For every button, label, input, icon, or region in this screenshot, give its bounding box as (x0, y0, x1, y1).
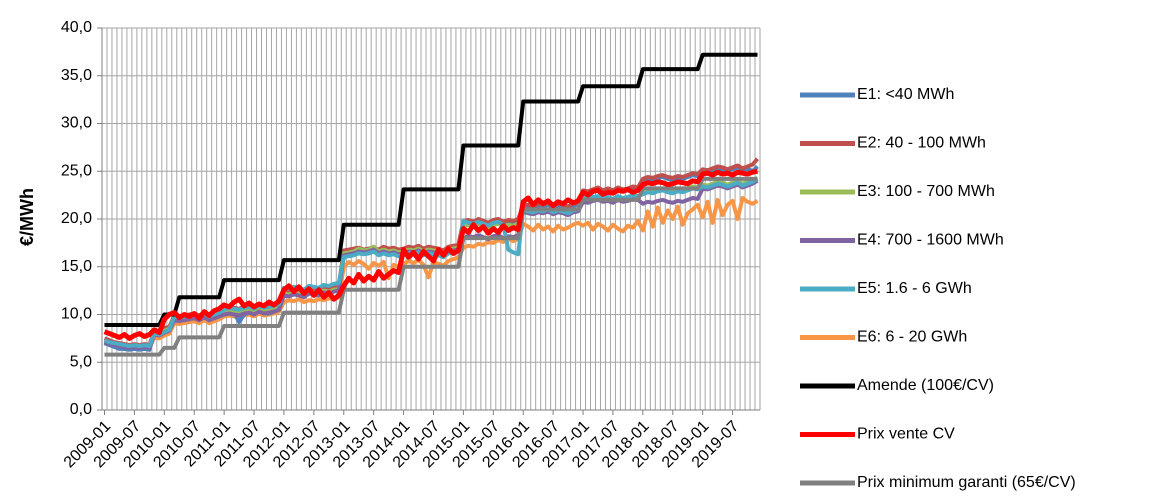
legend-label: E1: <40 MWh (857, 86, 954, 103)
series-line-7 (104, 52, 758, 327)
y-tick-label: 0,0 (70, 401, 92, 418)
legend-label: Prix vente CV (857, 426, 955, 443)
y-tick-label: 25,0 (61, 162, 92, 179)
x-axis-ticks: 2009-012009-072010-012010-072011-012011-… (61, 410, 742, 471)
legend-label: Amende (100€/CV) (857, 377, 994, 394)
y-axis-ticks: 0,0 5,0 10,0 15,0 20,0 25,0 30,0 35,0 40,0 (61, 19, 102, 418)
y-tick-label: 35,0 (61, 67, 92, 84)
y-axis-label: €/MWh (17, 188, 37, 246)
series-line-6 (104, 196, 759, 350)
legend-label: Prix minimum garanti (65€/CV) (857, 474, 1076, 491)
y-tick-label: 40,0 (61, 19, 92, 36)
legend-label: E3: 100 - 700 MWh (857, 183, 995, 200)
series-line-8 (103, 168, 758, 341)
legend: E1: <40 MWh E2: 40 - 100 MWh E3: 100 - 700… (800, 86, 1076, 491)
y-tick-label: 20,0 (61, 210, 92, 227)
legend-label: E5: 1.6 - 6 GWh (857, 280, 972, 297)
legend-label: E6: 6 - 20 GWh (857, 329, 967, 346)
legend-label: E4: 700 - 1600 MWh (857, 232, 1004, 249)
series-line-9 (104, 176, 758, 357)
series-lines (103, 52, 760, 357)
y-tick-label: 30,0 (61, 115, 92, 132)
y-tick-label: 5,0 (70, 353, 92, 370)
y-tick-label: 15,0 (61, 258, 92, 275)
legend-label: E2: 40 - 100 MWh (857, 135, 986, 152)
y-tick-label: 10,0 (61, 306, 92, 323)
